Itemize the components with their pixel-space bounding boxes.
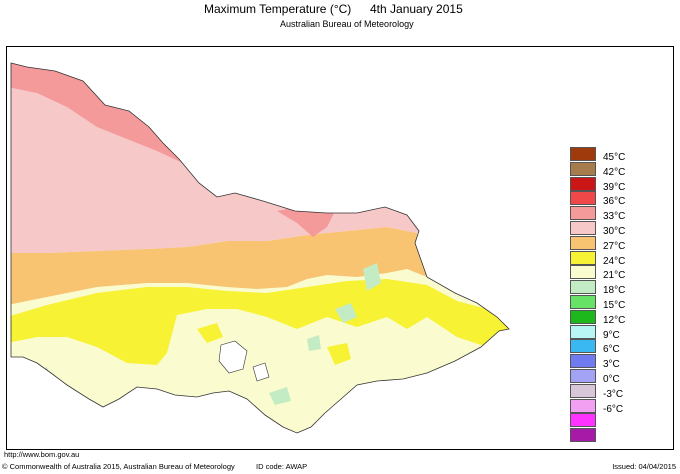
legend-panel: 45°C 42°C 39°C 36°C 33°C 30°C 27°C 24°C 21°C 18°C… <box>527 46 674 450</box>
legend-label: 30°C <box>603 225 626 237</box>
legend-label: 21°C <box>603 270 626 282</box>
legend-label: 3°C <box>603 359 620 371</box>
port-phillip-bay <box>218 340 248 374</box>
legend-swatch <box>570 324 596 339</box>
legend-swatch <box>570 398 596 413</box>
legend-swatch <box>570 280 596 295</box>
website-url: http://www.bom.gov.au <box>4 450 80 459</box>
band-30-33 <box>11 63 509 253</box>
legend-swatch <box>570 250 596 265</box>
map-date: 4th January 2015 <box>370 2 463 16</box>
legend-label: 0°C <box>603 373 620 385</box>
map-title: Maximum Temperature (°C) <box>204 2 352 16</box>
legend-swatch <box>570 354 596 369</box>
legend-label: 33°C <box>603 211 626 223</box>
state-outline <box>10 62 510 434</box>
legend-label: 15°C <box>603 299 626 311</box>
legend-swatch <box>570 428 596 443</box>
legend-swatch <box>570 309 596 324</box>
legend-swatch <box>570 147 596 161</box>
legend-swatch <box>570 161 596 176</box>
legend-swatch <box>570 294 596 309</box>
band-27-30 <box>11 227 427 305</box>
legend-label: 12°C <box>603 314 626 326</box>
legend-label: -6°C <box>603 403 624 415</box>
legend-label: -3°C <box>603 388 624 400</box>
title-bar: Maximum Temperature (°C) 4th January 201… <box>0 2 680 18</box>
legend-swatch <box>570 368 596 383</box>
legend-swatch <box>570 220 596 235</box>
legend-swatch <box>570 339 596 354</box>
legend-label: 45°C <box>603 152 626 163</box>
western-port <box>252 362 270 382</box>
legend-label: 36°C <box>603 196 626 208</box>
legend-label: 39°C <box>603 181 626 193</box>
legend-swatch <box>570 265 596 280</box>
band-18-21 <box>363 263 381 291</box>
legend-swatch <box>570 413 596 428</box>
legend-swatch <box>570 191 596 206</box>
legend-swatch <box>570 206 596 221</box>
map-panel <box>6 46 528 450</box>
legend-label: 6°C <box>603 344 620 356</box>
band-24-27 <box>11 279 509 365</box>
legend-label: 24°C <box>603 255 626 267</box>
legend-swatch <box>570 383 596 398</box>
legend-label: 42°C <box>603 166 626 178</box>
legend-label: 27°C <box>603 240 626 252</box>
legend-label: 18°C <box>603 285 626 297</box>
legend-swatch <box>570 235 596 250</box>
map-subtitle: Australian Bureau of Meteorology <box>280 19 414 29</box>
footer: © Commonwealth of Australia 2015, Austra… <box>0 462 680 474</box>
issued-date: Issued: 04/04/2015 <box>612 462 676 471</box>
legend-label: 9°C <box>603 329 620 341</box>
legend-swatch <box>570 176 596 191</box>
copyright-notice: © Commonwealth of Australia 2015, Austra… <box>2 462 235 471</box>
temperature-bands <box>11 63 509 433</box>
id-code: ID code: AWAP <box>256 462 308 471</box>
victoria-temperature-map <box>10 62 510 434</box>
